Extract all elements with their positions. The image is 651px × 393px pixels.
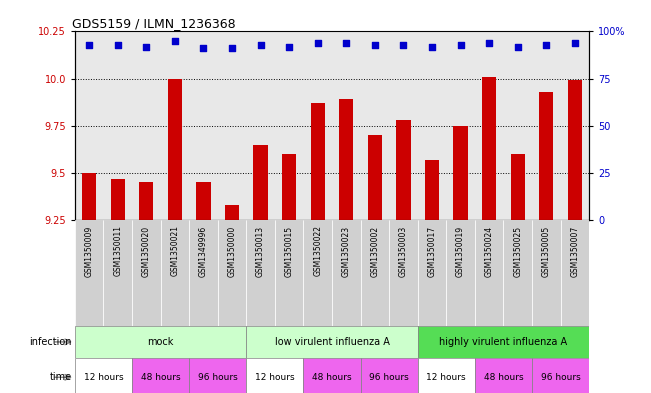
Text: GSM1350019: GSM1350019 (456, 226, 465, 277)
Text: GSM1349996: GSM1349996 (199, 226, 208, 277)
Point (370, 42, 380, 48)
Bar (532, 220, 561, 326)
Text: GSM1350024: GSM1350024 (484, 226, 493, 277)
Bar (161, 220, 189, 326)
Bar (275, 220, 303, 326)
Bar (246, 358, 303, 393)
Bar (361, 358, 418, 393)
Bar (510, 154, 525, 220)
Bar (532, 358, 589, 393)
Text: GSM1350020: GSM1350020 (142, 226, 151, 277)
Bar (475, 358, 532, 393)
Point (255, 42, 266, 48)
Text: 48 hours: 48 hours (312, 373, 352, 382)
Bar (454, 126, 467, 220)
Bar (303, 220, 332, 326)
Text: GSM1350022: GSM1350022 (313, 226, 322, 276)
Text: GSM1350011: GSM1350011 (113, 226, 122, 276)
Point (512, 43, 523, 50)
Text: 96 hours: 96 hours (198, 373, 238, 382)
Text: 12 hours: 12 hours (83, 373, 123, 382)
Text: mock: mock (147, 337, 174, 347)
Bar (425, 160, 439, 220)
Point (341, 40, 352, 46)
Point (427, 43, 437, 50)
Bar (303, 358, 361, 393)
Bar (217, 220, 246, 326)
Bar (246, 220, 275, 326)
Bar (246, 326, 418, 358)
Text: GSM1350015: GSM1350015 (284, 226, 294, 277)
Bar (75, 220, 104, 326)
Text: 12 hours: 12 hours (426, 373, 466, 382)
Text: highly virulent influenza A: highly virulent influenza A (439, 337, 568, 347)
Bar (339, 99, 353, 220)
Text: GSM1350000: GSM1350000 (227, 226, 236, 277)
Text: 96 hours: 96 hours (541, 373, 581, 382)
Bar (282, 154, 296, 220)
Text: GSM1350017: GSM1350017 (428, 226, 437, 277)
Text: GSM1350023: GSM1350023 (342, 226, 351, 277)
Bar (418, 358, 475, 393)
Bar (311, 103, 325, 220)
Text: GSM1350007: GSM1350007 (570, 226, 579, 277)
Bar (253, 145, 268, 220)
Text: 96 hours: 96 hours (369, 373, 409, 382)
Point (570, 40, 580, 46)
Point (541, 42, 551, 48)
Text: GSM1350009: GSM1350009 (85, 226, 94, 277)
Point (312, 40, 323, 46)
Point (141, 43, 152, 50)
Bar (539, 92, 553, 220)
Bar (418, 220, 447, 326)
Text: GSM1350025: GSM1350025 (513, 226, 522, 277)
Text: GDS5159 / ILMN_1236368: GDS5159 / ILMN_1236368 (72, 17, 236, 30)
Bar (139, 182, 154, 220)
Bar (561, 220, 589, 326)
Point (484, 40, 494, 46)
Point (170, 38, 180, 44)
Text: GSM1350003: GSM1350003 (399, 226, 408, 277)
Bar (447, 220, 475, 326)
Text: 48 hours: 48 hours (141, 373, 180, 382)
Bar (132, 220, 161, 326)
Bar (75, 326, 246, 358)
Text: GSM1350021: GSM1350021 (171, 226, 180, 276)
Point (227, 45, 237, 51)
Bar (368, 135, 382, 220)
Point (456, 42, 466, 48)
Bar (189, 358, 246, 393)
Text: low virulent influenza A: low virulent influenza A (275, 337, 389, 347)
Text: GSM1350002: GSM1350002 (370, 226, 380, 277)
Bar (82, 173, 96, 220)
Bar (361, 220, 389, 326)
Bar (482, 77, 496, 220)
Point (113, 42, 123, 48)
Bar (75, 358, 132, 393)
Bar (104, 220, 132, 326)
Bar (475, 220, 503, 326)
Bar (568, 81, 582, 220)
Bar (389, 220, 418, 326)
Bar (396, 120, 411, 220)
Text: infection: infection (29, 337, 72, 347)
Text: time: time (49, 372, 72, 382)
Point (198, 45, 208, 51)
Bar (189, 220, 217, 326)
Text: GSM1350005: GSM1350005 (542, 226, 551, 277)
Bar (197, 182, 210, 220)
Bar (168, 79, 182, 220)
Bar (418, 326, 589, 358)
Bar (132, 358, 189, 393)
Point (398, 42, 409, 48)
Bar (503, 220, 532, 326)
Point (284, 43, 294, 50)
Text: 48 hours: 48 hours (484, 373, 523, 382)
Bar (111, 178, 125, 220)
Bar (332, 220, 361, 326)
Text: GSM1350013: GSM1350013 (256, 226, 265, 277)
Bar (225, 205, 239, 220)
Text: 12 hours: 12 hours (255, 373, 295, 382)
Point (84, 42, 94, 48)
